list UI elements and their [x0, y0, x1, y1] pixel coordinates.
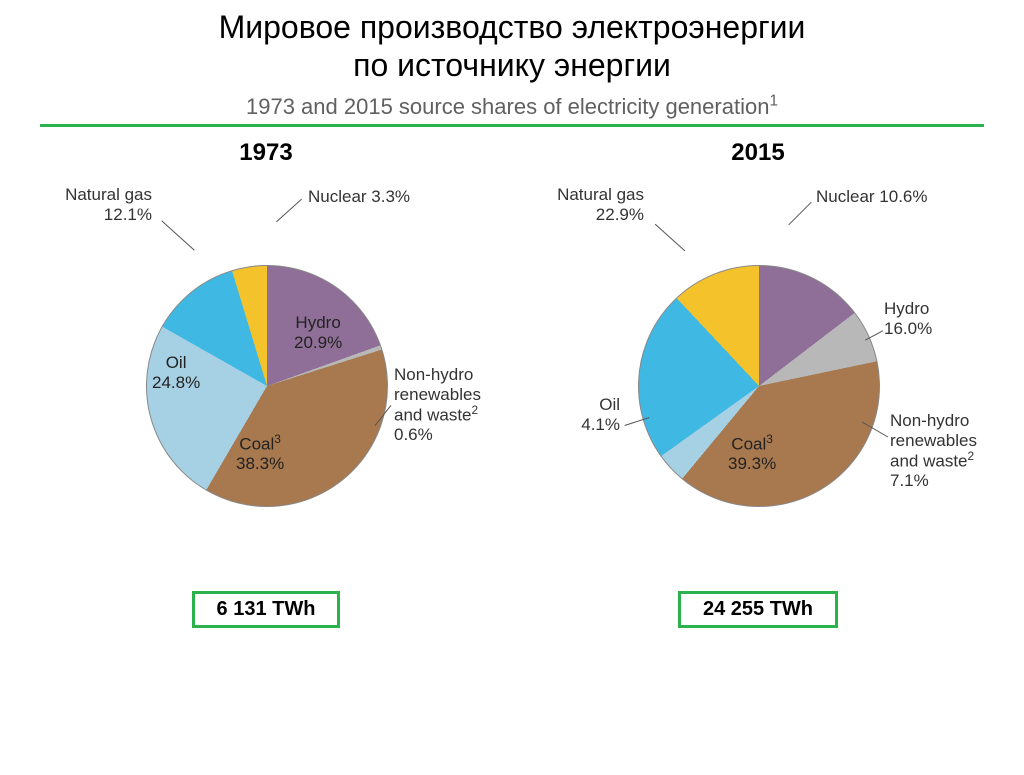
year-label-1973: 1973: [20, 139, 512, 167]
label-natgas-1973: Natural gas12.1%: [32, 185, 152, 224]
subtitle: 1973 and 2015 source shares of electrici…: [0, 93, 1024, 120]
pie-wrap-2015: Nuclear 10.6% Natural gas22.9% Hydro16.0…: [528, 185, 988, 585]
pie-wrap-1973: Nuclear 3.3% Natural gas12.1% Non-hydror…: [36, 185, 496, 585]
inlabel-coal-2015: Coal339.3%: [728, 433, 776, 474]
label-nonhydro-2015: Non-hydrorenewablesand waste27.1%: [890, 411, 977, 491]
chart-2015: 2015 Nuclear 10.6% Natural gas22.9% Hydr…: [512, 139, 1004, 628]
title-line-1: Мировое производство электроэнергии: [219, 9, 806, 45]
label-natgas-2015: Natural gas22.9%: [524, 185, 644, 224]
total-2015: 24 255 TWh: [678, 591, 838, 628]
divider: [40, 124, 984, 127]
inlabel-oil-1973: Oil24.8%: [152, 353, 200, 392]
label-nonhydro-1973: Non-hydrorenewablesand waste20.6%: [394, 365, 481, 445]
label-hydro-2015: Hydro16.0%: [884, 299, 932, 338]
inlabel-hydro-1973: Hydro20.9%: [294, 313, 342, 352]
inlabel-coal-1973: Coal338.3%: [236, 433, 284, 474]
year-label-2015: 2015: [512, 139, 1004, 167]
charts-row: 1973 Nuclear 3.3% Natural gas12.1% Non-h…: [0, 139, 1024, 628]
total-1973: 6 131 TWh: [192, 591, 341, 628]
main-title: Мировое производство электроэнергии по и…: [0, 8, 1024, 85]
label-nuclear-2015: Nuclear 10.6%: [816, 187, 928, 207]
label-nuclear-1973: Nuclear 3.3%: [308, 187, 410, 207]
title-line-2: по источнику энергии: [353, 47, 671, 83]
chart-1973: 1973 Nuclear 3.3% Natural gas12.1% Non-h…: [20, 139, 512, 628]
label-oil-2015: Oil4.1%: [564, 395, 620, 434]
